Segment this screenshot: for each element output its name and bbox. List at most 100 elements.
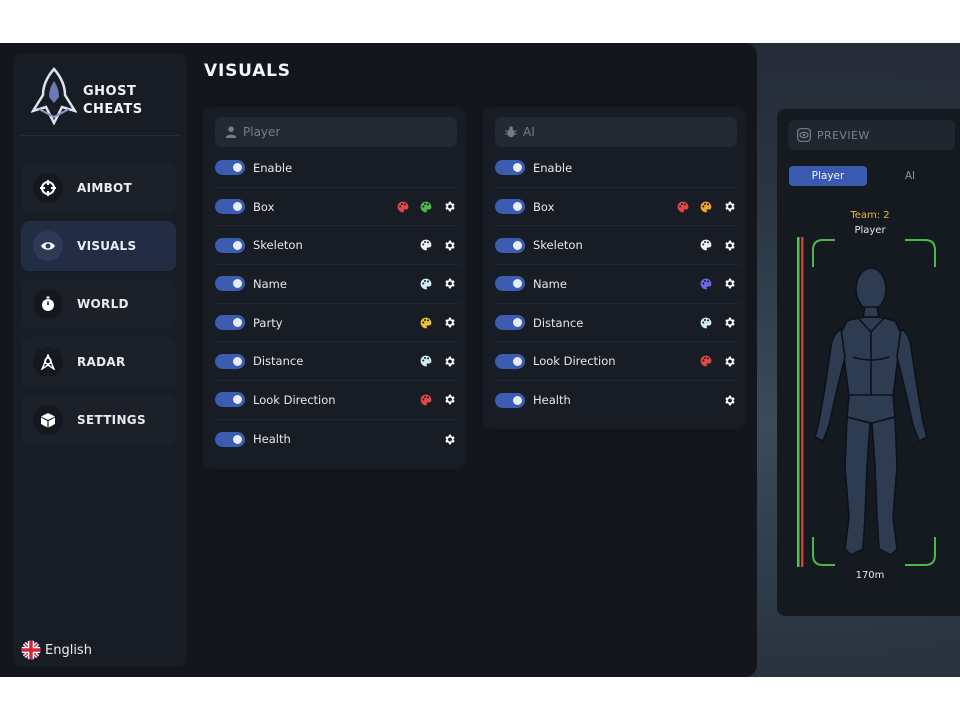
preview-tabs: Player AI <box>789 166 959 186</box>
sidebar-item-aimbot[interactable]: AIMBOT <box>21 163 176 213</box>
preview-header: PREVIEW <box>788 120 955 150</box>
esp-box-corners <box>812 239 936 566</box>
sidebar-item-visuals[interactable]: VISUALS <box>21 221 176 271</box>
distance-label: 170m <box>855 570 885 581</box>
gear-icon[interactable] <box>443 200 456 213</box>
panel-title: AI <box>523 125 535 139</box>
sidebar-item-label: VISUALS <box>77 239 137 253</box>
gear-icon[interactable] <box>443 277 456 290</box>
bug-icon <box>505 126 517 138</box>
eye-icon <box>33 231 63 261</box>
gear-icon[interactable] <box>723 200 736 213</box>
app-window: GHOST CHEATS AIMBOT VISUALS <box>0 43 757 677</box>
health-bar <box>801 237 804 567</box>
gear-icon[interactable] <box>723 277 736 290</box>
toggle-switch[interactable] <box>215 199 245 215</box>
radar-icon <box>33 347 63 377</box>
sidebar-item-settings[interactable]: SETTINGS <box>21 395 176 445</box>
setting-row: Look Direction <box>215 381 460 420</box>
page-title: VISUALS <box>204 61 291 81</box>
player-settings-panel: Player Enable Box Skeleton Name Party Distanc… <box>203 107 465 469</box>
setting-row: Enable <box>495 149 740 188</box>
team-label: Team: 2 <box>850 210 890 221</box>
toggle-switch[interactable] <box>215 392 245 408</box>
setting-row: Enable <box>215 149 460 188</box>
toggle-switch[interactable] <box>215 353 245 369</box>
toggle-switch[interactable] <box>495 392 525 408</box>
setting-label: Health <box>253 432 291 447</box>
toggle-switch[interactable] <box>495 353 525 369</box>
sidebar-nav: AIMBOT VISUALS WORLD <box>21 163 176 453</box>
toggle-switch[interactable] <box>215 160 245 176</box>
color-palette-icon[interactable] <box>397 201 409 213</box>
color-palette-icon[interactable] <box>420 355 432 367</box>
setting-label: Skeleton <box>253 238 303 253</box>
setting-row: Distance <box>215 342 460 382</box>
esp-preview-figure <box>797 237 936 567</box>
preview-title: PREVIEW <box>817 128 870 142</box>
gear-icon[interactable] <box>723 239 736 252</box>
sidebar-item-world[interactable]: WORLD <box>21 279 176 329</box>
toggle-switch[interactable] <box>215 431 245 447</box>
toggle-switch[interactable] <box>495 160 525 176</box>
setting-row: Skeleton <box>215 226 460 266</box>
toggle-switch[interactable] <box>215 237 245 253</box>
gear-icon[interactable] <box>723 394 736 407</box>
uk-flag-icon <box>21 640 41 660</box>
color-palette-icon[interactable] <box>677 201 689 213</box>
gear-icon[interactable] <box>443 393 456 406</box>
toggle-switch[interactable] <box>215 315 245 331</box>
gear-icon[interactable] <box>723 316 736 329</box>
setting-label: Box <box>533 199 555 214</box>
setting-label: Party <box>253 315 283 330</box>
color-palette-icon[interactable] <box>700 278 712 290</box>
sidebar-item-radar[interactable]: RADAR <box>21 337 176 387</box>
health-bar-fill <box>797 237 800 567</box>
color-palette-icon[interactable] <box>420 239 432 251</box>
setting-label: Distance <box>253 354 304 369</box>
toggle-switch[interactable] <box>495 276 525 292</box>
gear-icon[interactable] <box>443 433 456 446</box>
tab-ai[interactable]: AI <box>904 170 916 182</box>
ai-settings-panel: AI Enable Box Skeleton Name Distance Look Dir… <box>483 107 745 429</box>
color-palette-icon[interactable] <box>700 355 712 367</box>
color-palette-icon[interactable] <box>420 317 432 329</box>
toggle-switch[interactable] <box>495 237 525 253</box>
color-palette-icon[interactable] <box>700 201 712 213</box>
gear-icon[interactable] <box>443 239 456 252</box>
setting-label: Name <box>533 276 567 291</box>
setting-label: Name <box>253 276 287 291</box>
player-model <box>814 267 928 556</box>
setting-row: Name <box>495 265 740 304</box>
setting-row: Distance <box>495 304 740 343</box>
cube-icon <box>33 405 63 435</box>
entity-name-label: Player <box>854 225 886 236</box>
toggle-switch[interactable] <box>495 315 525 331</box>
setting-label: Look Direction <box>533 354 616 369</box>
setting-row: Name <box>215 265 460 304</box>
sidebar: GHOST CHEATS AIMBOT VISUALS <box>13 53 187 667</box>
color-palette-icon[interactable] <box>700 239 712 251</box>
toggle-switch[interactable] <box>215 276 245 292</box>
setting-list: Enable Box Skeleton Name Distance Look Direct… <box>495 149 740 420</box>
gear-icon[interactable] <box>723 355 736 368</box>
crosshair-icon <box>33 173 63 203</box>
gear-icon[interactable] <box>443 355 456 368</box>
gear-icon[interactable] <box>443 316 456 329</box>
setting-label: Look Direction <box>253 392 336 407</box>
app-backdrop: GHOST CHEATS AIMBOT VISUALS <box>0 43 960 677</box>
toggle-switch[interactable] <box>495 199 525 215</box>
setting-row: Skeleton <box>495 226 740 266</box>
setting-row: Health <box>495 381 740 420</box>
language-selector[interactable]: English <box>21 640 92 660</box>
color-palette-icon[interactable] <box>420 201 432 213</box>
setting-label: Distance <box>533 315 584 330</box>
color-palette-icon[interactable] <box>420 394 432 406</box>
setting-list: Enable Box Skeleton Name Party Distance Look D… <box>215 149 460 459</box>
color-palette-icon[interactable] <box>420 278 432 290</box>
tab-player[interactable]: Player <box>789 166 867 186</box>
setting-label: Enable <box>533 160 573 175</box>
setting-label: Box <box>253 199 275 214</box>
color-palette-icon[interactable] <box>700 317 712 329</box>
setting-row: Party <box>215 304 460 343</box>
